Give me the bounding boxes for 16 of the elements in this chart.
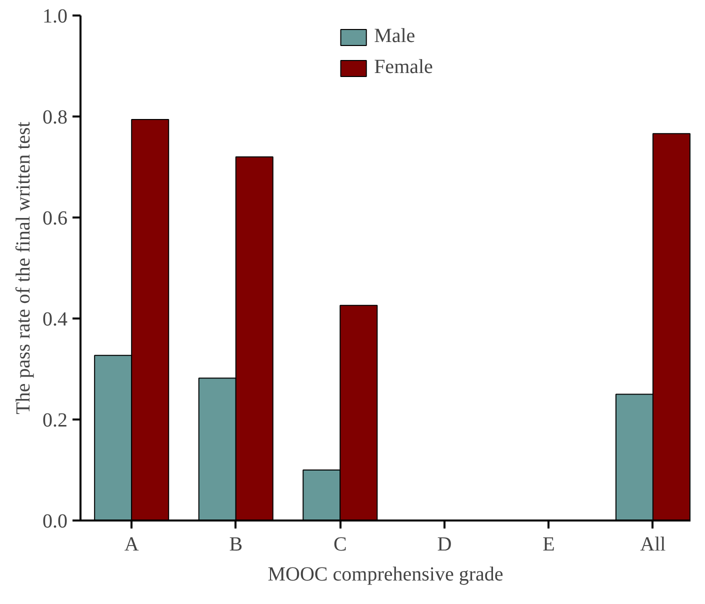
x-axis-title: MOOC comprehensive grade bbox=[268, 564, 504, 586]
x-tick-label: B bbox=[229, 534, 243, 556]
x-tick-label: D bbox=[437, 534, 452, 556]
legend-label: Male bbox=[374, 25, 416, 48]
y-tick-label: 0.2 bbox=[42, 410, 68, 432]
y-axis-title: The pass rate of the final written test bbox=[12, 121, 34, 414]
y-tick-label: 0.6 bbox=[42, 208, 68, 230]
x-tick-label: E bbox=[542, 534, 555, 556]
y-tick-label: 0.4 bbox=[42, 308, 68, 330]
legend-label: Female bbox=[374, 56, 433, 79]
x-tick-label: All bbox=[640, 534, 666, 556]
y-tick-label: 1.0 bbox=[42, 6, 68, 28]
y-tick-label: 0.0 bbox=[42, 510, 68, 532]
x-tick-label: A bbox=[124, 534, 140, 556]
y-tick-label: 0.8 bbox=[42, 106, 68, 128]
x-tick-label: C bbox=[333, 534, 347, 556]
